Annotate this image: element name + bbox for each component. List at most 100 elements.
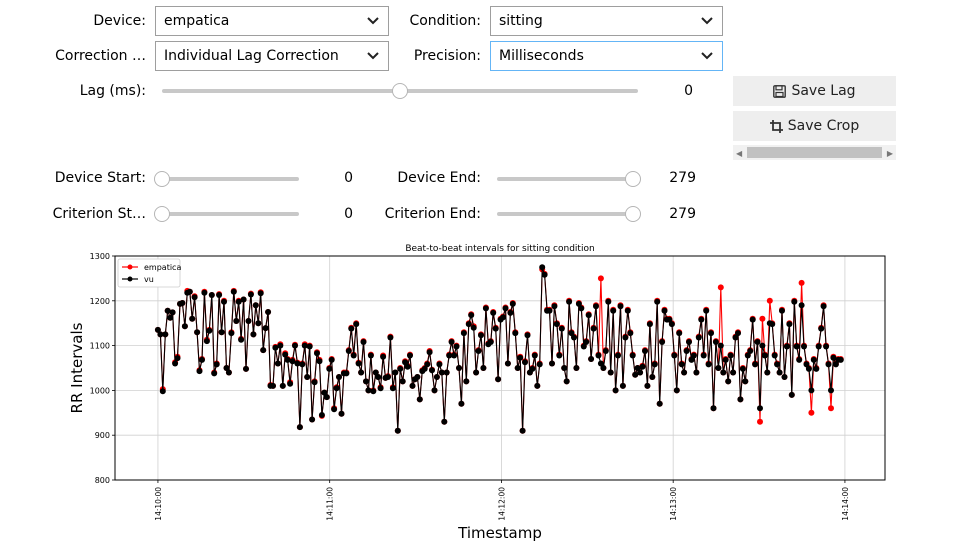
data-point-empatica — [798, 279, 805, 286]
device-start-label: Device Start: — [54, 170, 146, 186]
data-point-vu — [695, 334, 702, 341]
chevron-down-icon — [367, 17, 379, 25]
data-point-vu — [593, 303, 599, 310]
condition-dropdown[interactable]: sitting — [490, 6, 723, 36]
data-point-vu — [443, 369, 450, 376]
data-point-vu — [426, 349, 433, 356]
data-point-vu — [211, 370, 218, 377]
data-point-vu — [617, 303, 624, 310]
data-point-vu — [321, 389, 328, 396]
save-crop-button[interactable]: Save Crop — [733, 111, 896, 141]
data-point-vu — [651, 361, 658, 368]
data-point-vu — [808, 387, 815, 394]
data-point-vu — [771, 352, 778, 359]
data-point-vu — [375, 374, 382, 380]
criterion-end-slider-thumb[interactable] — [625, 206, 641, 222]
data-point-vu — [287, 380, 294, 387]
chevron-down-icon — [701, 52, 713, 60]
data-point-vu — [260, 347, 267, 354]
device-dropdown[interactable]: empatica — [155, 6, 389, 36]
data-point-vu — [463, 378, 470, 385]
data-point-vu — [634, 365, 641, 371]
y-axis-ticks: 800 900 1000 1100 1200 1300 — [90, 252, 115, 485]
data-point-vu — [331, 406, 338, 413]
data-point-vu — [490, 309, 497, 316]
data-point-vu — [776, 369, 783, 376]
data-point-vu — [553, 321, 560, 328]
data-point-vu — [715, 365, 722, 371]
data-point-vu — [468, 312, 475, 319]
data-point-vu — [813, 365, 820, 372]
data-point-vu — [245, 318, 252, 324]
correction-dropdown[interactable]: Individual Lag Correction — [155, 41, 389, 71]
y-tick-label: 1300 — [90, 252, 110, 261]
data-point-vu — [671, 352, 678, 359]
data-point-vu — [683, 348, 690, 354]
scroll-right-arrow-icon[interactable]: ▶ — [886, 149, 893, 158]
legend-marker-empatica — [127, 264, 133, 270]
data-point-vu — [605, 298, 612, 305]
data-point-vu — [708, 330, 714, 337]
data-point-vu — [504, 360, 511, 367]
device-start-slider-track[interactable] — [162, 177, 299, 181]
data-point-vu — [615, 352, 621, 359]
device-end-slider-thumb[interactable] — [625, 171, 641, 187]
data-point-empatica — [766, 297, 773, 304]
save-lag-button[interactable]: Save Lag — [733, 76, 896, 106]
data-point-vu — [296, 424, 303, 431]
data-point-vu — [277, 342, 284, 349]
data-point-vu — [348, 325, 355, 332]
data-point-vu — [558, 325, 565, 332]
data-point-vu — [154, 326, 161, 333]
data-point-vu — [458, 400, 465, 407]
criterion-start-slider-track[interactable] — [162, 212, 299, 216]
criterion-end-slider-track[interactable] — [497, 212, 634, 216]
data-point-vu — [274, 360, 281, 367]
data-point-vu — [250, 331, 257, 338]
x-tick-label: 14:11:00 — [326, 487, 335, 521]
data-point-vu — [416, 396, 423, 403]
data-point-vu — [311, 379, 318, 386]
data-point-vu — [646, 321, 653, 328]
legend-entry-empatica: empatica — [144, 263, 181, 272]
data-point-vu — [414, 374, 421, 380]
series-vu — [154, 264, 844, 434]
data-point-vu — [607, 369, 614, 376]
data-point-vu — [235, 298, 242, 305]
data-point-vu — [314, 350, 320, 357]
data-point-vu — [429, 367, 435, 374]
data-point-vu — [754, 339, 761, 345]
data-point-vu — [363, 378, 369, 385]
precision-dropdown[interactable]: Milliseconds — [490, 41, 723, 71]
scroll-left-arrow-icon[interactable]: ◀ — [736, 149, 743, 158]
data-point-vu — [377, 385, 384, 392]
data-point-vu — [815, 343, 822, 350]
y-tick-label: 900 — [95, 431, 110, 440]
data-point-vu — [480, 365, 487, 371]
data-point-vu — [781, 374, 788, 380]
save-crop-label: Save Crop — [787, 118, 860, 134]
data-point-vu — [575, 300, 582, 307]
data-point-vu — [803, 361, 810, 368]
data-point-vu — [272, 344, 279, 351]
data-point-vu — [336, 374, 342, 380]
data-point-vu — [725, 378, 732, 385]
criterion-start-slider-thumb[interactable] — [154, 206, 170, 222]
data-point-vu — [358, 369, 365, 376]
scrollbar-thumb[interactable] — [747, 147, 882, 158]
data-point-vu — [301, 342, 308, 349]
data-point-vu — [536, 361, 543, 368]
device-start-slider-thumb[interactable] — [154, 171, 170, 187]
device-end-slider-track[interactable] — [497, 177, 634, 181]
lag-slider-thumb[interactable] — [392, 83, 408, 99]
data-point-vu — [649, 374, 656, 380]
data-point-vu — [360, 339, 367, 345]
data-point-vu — [243, 365, 249, 372]
data-point-vu — [749, 316, 756, 323]
legend-box — [117, 258, 181, 288]
data-point-vu — [208, 292, 215, 298]
data-point-vu — [265, 309, 272, 315]
buttons-horizontal-scrollbar[interactable]: ◀ ▶ — [733, 145, 896, 160]
data-point-vu — [654, 298, 661, 305]
condition-label: Condition: — [409, 13, 481, 29]
